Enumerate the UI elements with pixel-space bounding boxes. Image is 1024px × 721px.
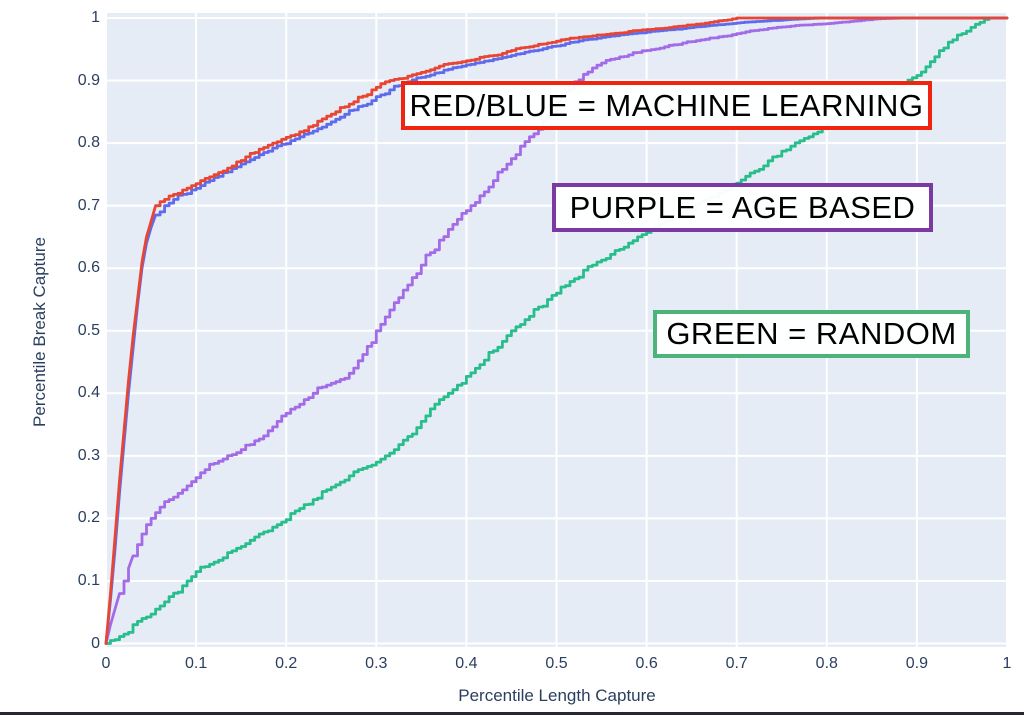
x-tick-label: 0.6 xyxy=(635,655,658,672)
y-tick-label: 0.1 xyxy=(77,571,100,589)
bottom-border-line xyxy=(0,712,1024,715)
x-axis-title: Percentile Length Capture xyxy=(458,686,656,705)
annotation-random-label: GREEN = RANDOM xyxy=(666,316,957,351)
x-tick-label: 0.9 xyxy=(905,655,929,672)
x-tick-label: 0.7 xyxy=(725,655,748,672)
y-tick-label: 0.4 xyxy=(77,384,100,402)
y-tick-label: 0.7 xyxy=(77,196,100,214)
annotation-machine-learning-label: RED/BLUE = MACHINE LEARNING xyxy=(409,87,924,123)
y-tick-label: 0.5 xyxy=(77,321,100,339)
y-tick-label: 1 xyxy=(91,9,100,26)
x-tick-label: 1 xyxy=(1002,655,1012,672)
y-tick-label: 0.6 xyxy=(77,259,100,277)
y-tick-label: 0.2 xyxy=(77,509,100,527)
x-tick-label: 0 xyxy=(101,655,111,672)
x-tick-label: 0.2 xyxy=(275,655,298,672)
y-tick-label: 0.8 xyxy=(77,134,100,152)
y-tick-label: 0.9 xyxy=(77,71,100,89)
x-tick-label: 0.1 xyxy=(184,655,208,672)
y-tick-label: 0 xyxy=(91,634,100,652)
y-axis-title: Percentile Break Capture xyxy=(30,237,49,427)
x-tick-label: 0.4 xyxy=(455,655,478,672)
annotation-random: GREEN = RANDOM xyxy=(653,310,970,358)
annotation-age-based: PURPLE = AGE BASED xyxy=(552,183,933,232)
annotation-machine-learning: RED/BLUE = MACHINE LEARNING xyxy=(401,81,932,130)
annotation-age-based-label: PURPLE = AGE BASED xyxy=(569,189,916,225)
x-tick-label: 0.8 xyxy=(815,655,838,672)
x-tick-label: 0.5 xyxy=(545,655,568,672)
y-tick-label: 0.3 xyxy=(77,446,100,464)
x-tick-label: 0.3 xyxy=(365,655,388,672)
